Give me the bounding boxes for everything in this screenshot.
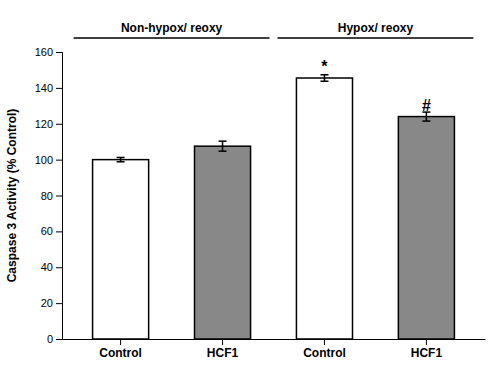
tick-label: 60 [41, 225, 53, 237]
tick-mark [324, 339, 325, 345]
error-bar [117, 157, 125, 161]
tick-label: 140 [35, 82, 53, 94]
bar [195, 146, 251, 339]
bar [93, 160, 149, 339]
tick-mark [56, 196, 62, 197]
tick-label: 20 [41, 297, 53, 309]
tick-mark [426, 339, 427, 345]
plot: 0 20 40 60 80 100 120 140 160 Control HCF1 Control H… [35, 21, 486, 360]
error-cap [219, 150, 227, 152]
error-cap [320, 80, 328, 82]
tick-label: HCF1 [411, 346, 443, 360]
tick-mark [120, 339, 121, 345]
tick: HCF1 [411, 339, 443, 360]
group-bracket [74, 37, 270, 39]
tick: 100 [35, 154, 62, 166]
annotation: # [422, 97, 431, 114]
tick-label: 160 [35, 46, 53, 58]
group-label: Non-hypox/ reoxy [121, 21, 223, 35]
marks [93, 75, 455, 339]
error-line [324, 75, 326, 81]
tick-label: HCF1 [207, 346, 239, 360]
x-axis: Control HCF1 Control HCF1 [63, 339, 486, 360]
tick-mark [56, 88, 62, 89]
tick: 60 [41, 225, 62, 237]
tick-label: 80 [41, 190, 53, 202]
tick: Control [99, 339, 142, 360]
tick-label: 0 [47, 333, 53, 345]
error-cap [219, 140, 227, 142]
tick-mark [56, 124, 62, 125]
error-bar [219, 141, 227, 151]
tick-label: 40 [41, 261, 53, 273]
tick-mark [56, 267, 62, 268]
axis-line [56, 53, 63, 340]
tick-mark [56, 160, 62, 161]
tick: 40 [41, 261, 62, 273]
chart: 0 20 40 60 80 100 120 140 160 Control HCF1 Control H… [0, 0, 500, 371]
tick: 80 [41, 190, 62, 202]
tick-label: 120 [35, 118, 53, 130]
tick-mark [56, 231, 62, 232]
tick: 120 [35, 118, 62, 130]
tick-label: Control [303, 346, 346, 360]
tick: 160 [35, 46, 62, 58]
group-label: Hypox/ reoxy [338, 21, 414, 35]
y-axis-title: Caspase 3 Activity (% Control) [5, 109, 19, 283]
tick-mark [56, 52, 62, 53]
annotation: * [321, 58, 328, 75]
tick: 20 [41, 297, 62, 309]
annotations: *# [321, 58, 431, 114]
tick-label: 100 [35, 154, 53, 166]
y-axis: 0 20 40 60 80 100 120 140 160 [35, 46, 63, 345]
tick: HCF1 [207, 339, 239, 360]
tick: 140 [35, 82, 62, 94]
tick: Control [303, 339, 346, 360]
axis-line [63, 339, 486, 340]
error-line [222, 141, 224, 151]
tick-mark [222, 339, 223, 345]
bar [296, 78, 352, 339]
group-bracket [278, 37, 474, 39]
error-cap [422, 120, 430, 122]
tick-mark [56, 339, 62, 340]
error-bar [320, 75, 328, 81]
error-cap [117, 161, 125, 163]
bar [398, 117, 454, 339]
tick-mark [56, 303, 62, 304]
tick: 0 [47, 333, 62, 345]
error-cap [117, 157, 125, 159]
tick-label: Control [99, 346, 142, 360]
